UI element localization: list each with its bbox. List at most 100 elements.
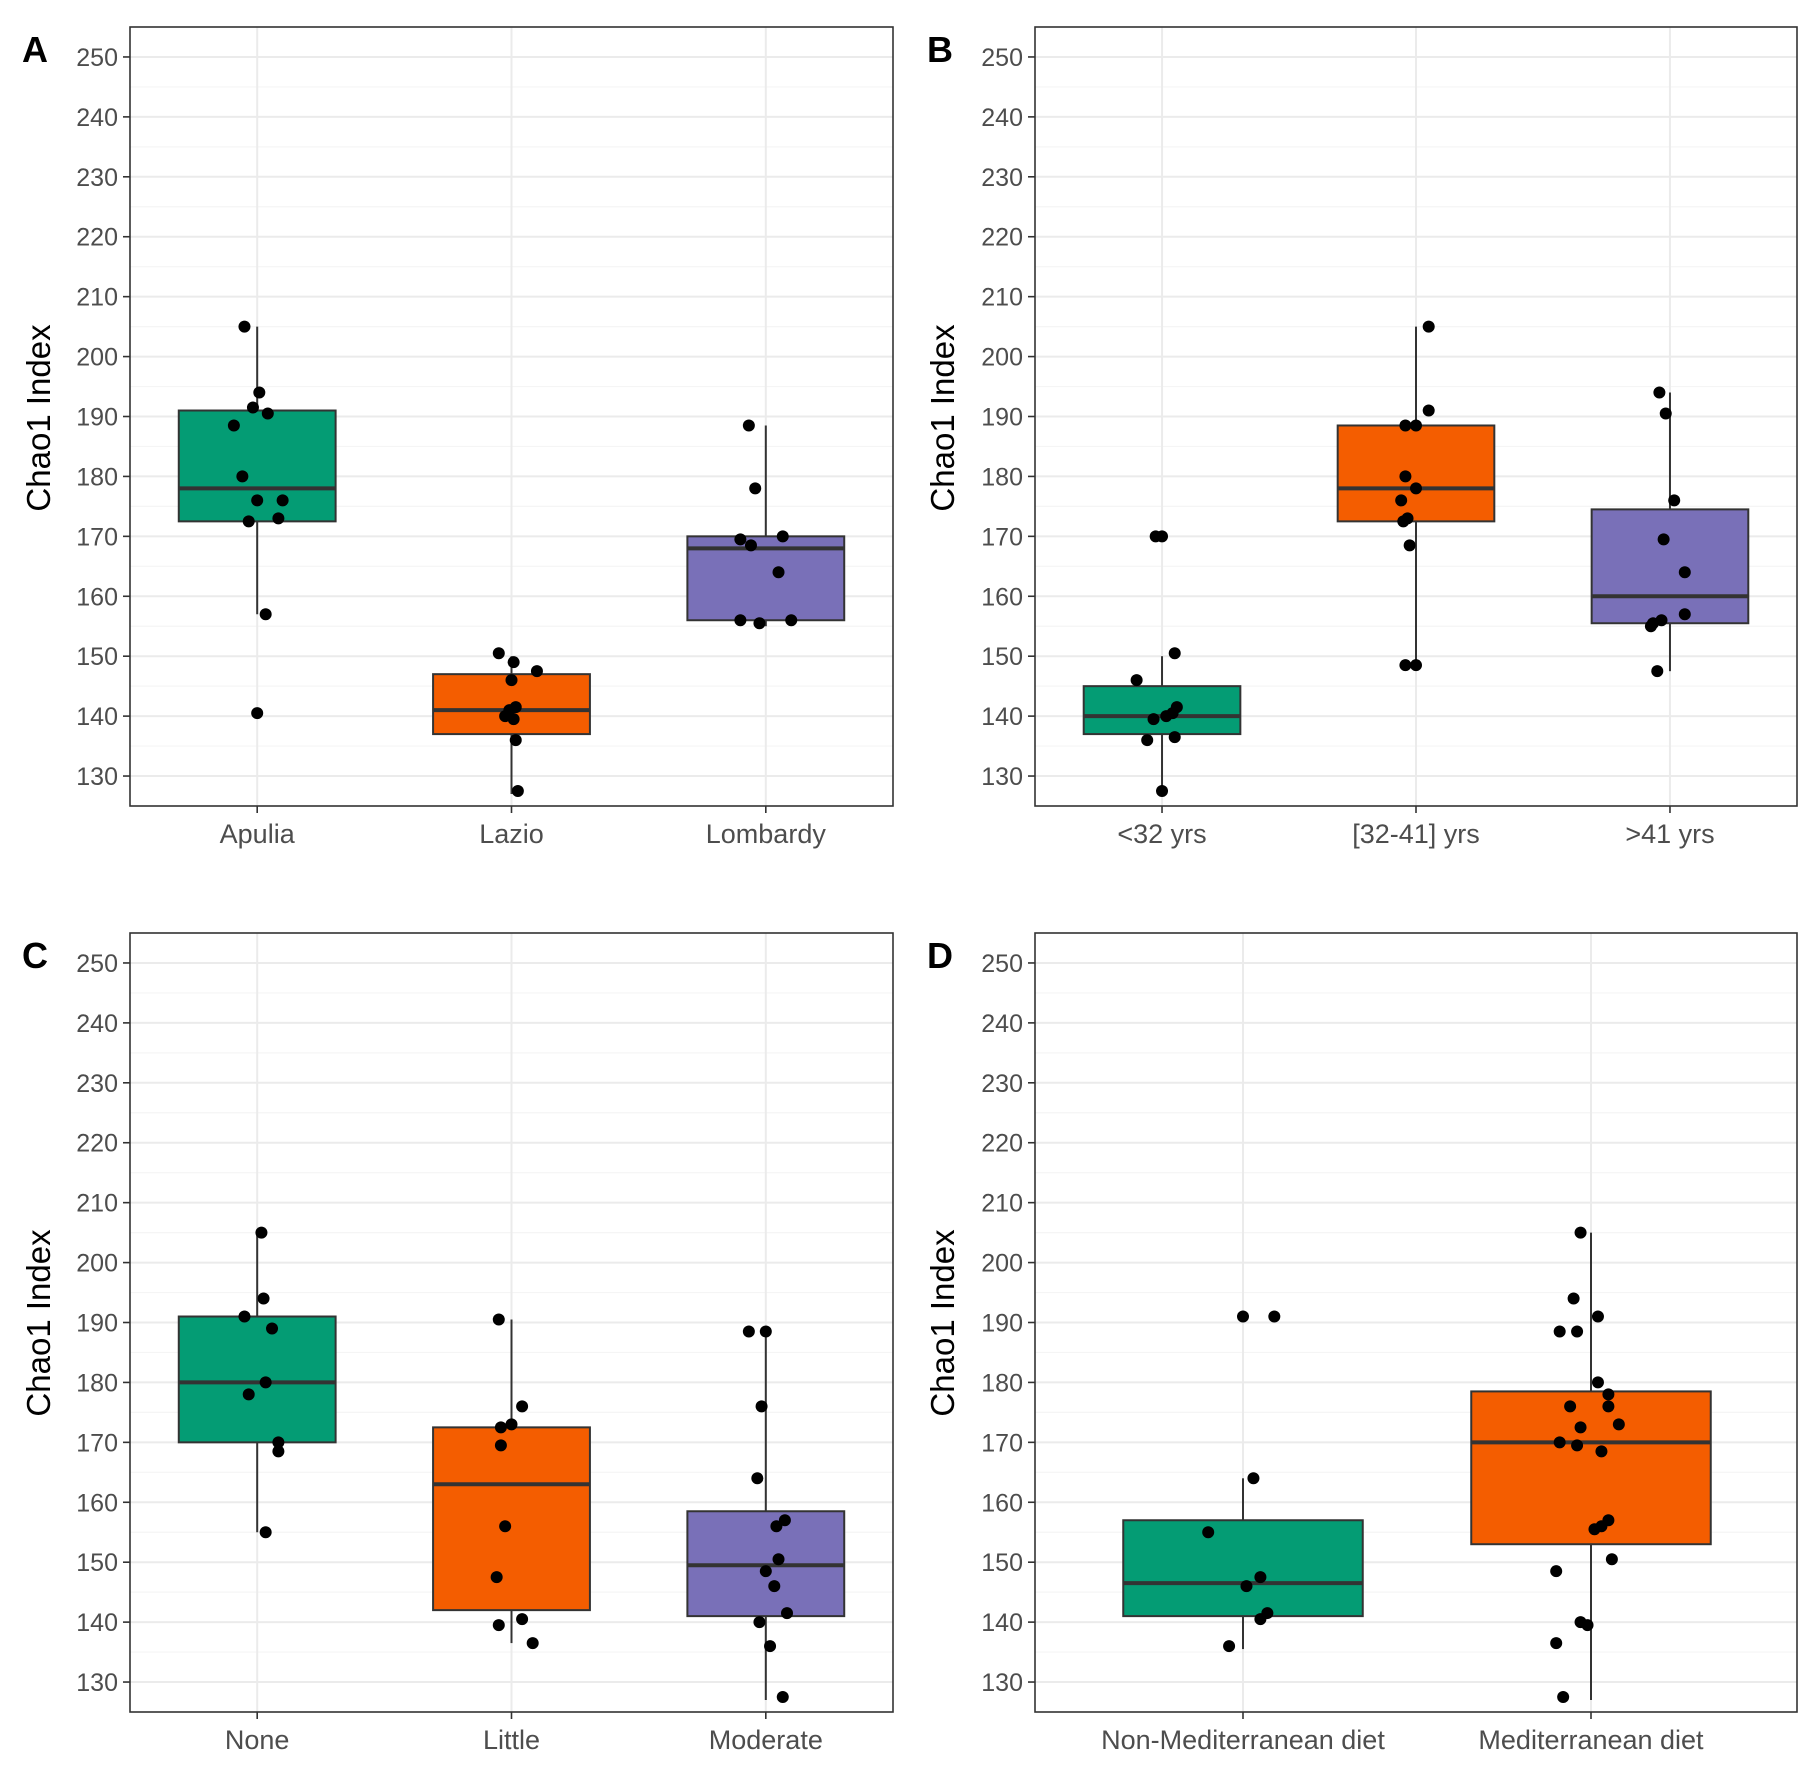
data-point: [1553, 1436, 1566, 1449]
data-point: [1657, 533, 1670, 546]
tick-layer: 130 140 150 160 170 180 190 200 210 220 230 240 250 <…: [981, 44, 1714, 849]
box-layer: [1122, 1232, 1712, 1701]
data-point: [242, 515, 255, 528]
y-tick-label: 150: [981, 1549, 1023, 1577]
data-point: [1202, 1526, 1215, 1539]
point-layer: [227, 320, 798, 798]
data-point: [494, 1421, 507, 1434]
data-point: [266, 1322, 279, 1335]
data-point: [1557, 1691, 1570, 1704]
data-point: [507, 656, 520, 669]
data-point: [1240, 1580, 1253, 1593]
data-point: [742, 419, 755, 432]
grid-layer: [1035, 932, 1797, 1713]
data-point: [507, 713, 520, 726]
data-point: [505, 674, 518, 687]
data-point: [1395, 494, 1408, 507]
data-point: [768, 1580, 781, 1593]
data-point: [1147, 713, 1160, 726]
y-tick-label: 180: [76, 463, 118, 491]
y-axis-label: Chao1 Index: [20, 324, 57, 512]
y-axis-label: Chao1 Index: [924, 324, 961, 512]
data-point: [1410, 659, 1422, 672]
data-point: [1591, 1376, 1604, 1389]
x-tick-label: Moderate: [709, 1725, 823, 1755]
y-tick-label: 180: [76, 1369, 118, 1397]
data-point: [492, 647, 505, 660]
data-point: [1156, 785, 1169, 798]
y-tick-label: 220: [981, 1130, 1023, 1158]
data-point: [1612, 1418, 1625, 1431]
x-tick-label: Non-Mediterranean diet: [1101, 1725, 1385, 1755]
y-tick-label: 250: [981, 950, 1023, 978]
data-point: [236, 470, 249, 483]
data-point: [526, 1637, 539, 1650]
data-point: [759, 1325, 772, 1338]
y-tick-label: 200: [76, 344, 118, 372]
y-tick-label: 240: [981, 1010, 1023, 1038]
panel-b: B Chao1 Index 130 140 150 160 170 180 190 200 21…: [924, 26, 1798, 849]
data-point: [1574, 1226, 1587, 1239]
data-point: [251, 494, 264, 507]
y-tick-label: 160: [76, 583, 118, 611]
y-tick-label: 240: [981, 104, 1023, 132]
tick-layer: 130 140 150 160 170 180 190 200 210 220 230 240 250 A…: [76, 44, 826, 849]
data-point: [734, 533, 747, 546]
data-point: [1653, 386, 1666, 399]
y-tick-label: 140: [981, 1609, 1023, 1637]
data-point: [494, 1439, 507, 1452]
box-none: [177, 1315, 337, 1444]
y-tick-label: 210: [76, 1190, 118, 1218]
data-point: [1399, 470, 1412, 483]
y-tick-label: 150: [76, 1549, 118, 1577]
y-tick-label: 190: [981, 404, 1023, 432]
data-point: [1399, 659, 1412, 672]
y-tick-label: 230: [76, 164, 118, 192]
y-tick-label: 150: [76, 643, 118, 671]
box-mediterranean-diet: [1470, 1390, 1712, 1546]
y-tick-label: 180: [981, 1369, 1023, 1397]
y-tick-label: 140: [76, 1609, 118, 1637]
data-point: [1602, 1400, 1615, 1413]
data-point: [770, 1520, 783, 1533]
y-tick-label: 230: [981, 164, 1023, 192]
y-tick-label: 180: [981, 463, 1023, 491]
data-point: [1422, 320, 1435, 333]
panel-a: A Chao1 Index 130 140 150 160 170 180 190 200 21…: [20, 26, 894, 849]
y-tick-label: 160: [981, 1489, 1023, 1517]
data-point: [742, 1325, 755, 1338]
data-point: [1410, 419, 1422, 432]
data-point: [1254, 1613, 1267, 1626]
data-point: [516, 1400, 529, 1413]
panel-letter: A: [22, 29, 48, 70]
y-tick-label: 250: [76, 44, 118, 72]
data-point: [490, 1571, 503, 1584]
data-point: [772, 566, 785, 579]
y-tick-label: 210: [981, 284, 1023, 312]
data-point: [246, 401, 259, 414]
data-point: [1410, 482, 1422, 495]
panel-letter: B: [927, 29, 953, 70]
data-point: [1651, 665, 1664, 678]
x-tick-label: Apulia: [220, 819, 296, 849]
data-point: [530, 665, 543, 678]
y-axis-label: Chao1 Index: [20, 1229, 57, 1417]
x-tick-label: Little: [483, 1725, 540, 1755]
x-tick-label: Lombardy: [706, 819, 827, 849]
box-little: [432, 1426, 591, 1612]
data-point: [1168, 647, 1181, 660]
data-point: [261, 407, 274, 420]
y-tick-label: 220: [76, 224, 118, 252]
y-tick-label: 200: [981, 1250, 1023, 1278]
data-point: [1550, 1637, 1563, 1650]
data-point: [1397, 515, 1410, 528]
y-tick-label: 190: [76, 404, 118, 432]
data-point: [1588, 1523, 1601, 1536]
data-point: [1403, 539, 1416, 552]
data-point: [492, 1313, 505, 1326]
data-point: [509, 734, 522, 747]
y-tick-label: 230: [76, 1070, 118, 1098]
data-point: [1602, 1388, 1615, 1401]
data-point: [751, 1472, 764, 1485]
data-point: [1668, 494, 1681, 507]
